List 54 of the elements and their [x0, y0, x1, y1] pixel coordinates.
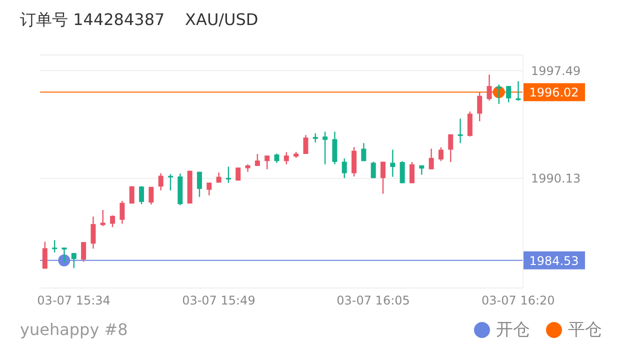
candlestick — [438, 146, 444, 162]
candlestick — [390, 149, 396, 178]
candlestick — [486, 74, 492, 102]
candlestick — [400, 160, 405, 184]
candlestick — [42, 241, 48, 270]
candlestick — [458, 118, 463, 144]
candlestick — [236, 166, 241, 182]
candlestick — [506, 85, 512, 103]
candlestick — [370, 161, 376, 179]
candlestick — [110, 214, 116, 228]
candlestick — [62, 247, 67, 263]
candlestick — [284, 152, 289, 165]
candlestick — [380, 161, 386, 194]
candlestick — [139, 186, 144, 205]
candlestick — [120, 200, 125, 224]
candlestick — [52, 240, 58, 254]
candlestick — [352, 146, 357, 178]
candlestick — [100, 209, 106, 227]
candlestick — [312, 132, 318, 143]
candlestick — [158, 172, 164, 191]
candlestick — [303, 134, 308, 155]
candlestick — [90, 216, 96, 250]
candlestick — [274, 153, 280, 164]
candlestick — [361, 142, 366, 162]
candlestick — [148, 186, 154, 206]
x-tick-label: 03-07 15:49 — [182, 294, 256, 308]
candlestick — [264, 154, 270, 170]
x-tick-label: 03-07 16:05 — [336, 294, 410, 308]
candlestick — [332, 131, 338, 165]
x-tick-label: 03-07 15:34 — [37, 294, 110, 308]
legend-label: 平仓 — [567, 319, 602, 341]
chart-title: 订单号 144284387 XAU/USD — [20, 10, 258, 29]
candlestick — [196, 171, 202, 198]
candlestick — [206, 182, 212, 196]
candlestick — [71, 252, 76, 269]
ref-line-label: 1996.02 — [529, 86, 579, 100]
candlestick — [409, 161, 414, 184]
y-tick-label: 1990.13 — [531, 172, 581, 186]
candlestick — [467, 110, 472, 138]
candlestick — [81, 241, 86, 262]
candlestick — [322, 131, 328, 165]
candlestick — [477, 92, 482, 122]
text: yuehappy #8 — [20, 320, 128, 339]
x-tick-label: 03-07 16:20 — [482, 294, 555, 308]
candlestick — [448, 134, 454, 163]
ref-line-label: 1984.53 — [529, 254, 579, 268]
legend-label: 开仓 — [495, 319, 530, 341]
candlestick — [254, 153, 260, 167]
candlestick — [342, 158, 347, 179]
candlestick — [496, 84, 502, 105]
candlestick — [226, 166, 231, 184]
candlestick — [168, 174, 173, 191]
candlestick — [428, 148, 434, 170]
y-tick-label: 1997.49 — [531, 64, 581, 78]
